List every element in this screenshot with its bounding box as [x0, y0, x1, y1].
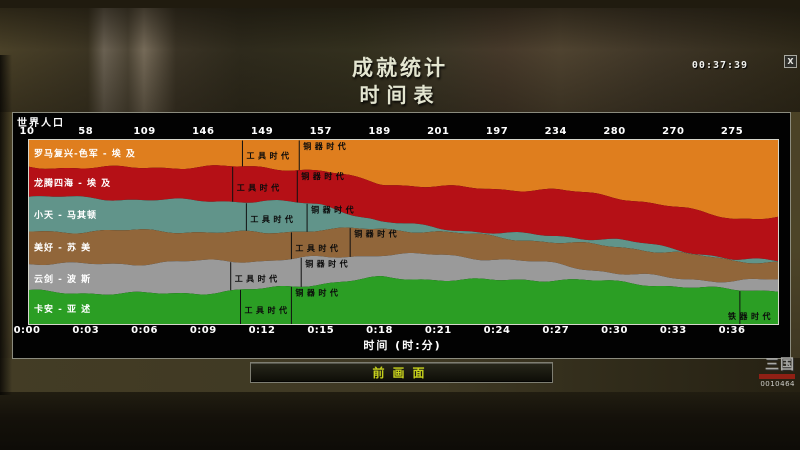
stacked-area-chart: 工具时代铜器时代工具时代铜器时代工具时代铜器时代工具时代铜器时代工具时代铜器时代… [29, 140, 778, 324]
time-tick-label: 0:00 [13, 325, 41, 336]
time-tick-label: 0:18 [366, 325, 393, 336]
age-marker-label-tool: 工具时代 [295, 243, 341, 253]
world-population-label: 世界人口 [17, 118, 65, 129]
timeline-chart: 工具时代 铜器时代 工具时代 铜器时代 工具时代 铜器时代 工具时代 铜器时代 工具时代 铜器时代… [28, 139, 779, 325]
watermark-logo: 三国 [765, 357, 795, 373]
age-marker-label-bronze: 铜器时代 [301, 171, 347, 181]
age-marker-label-bronze: 铜器时代 [295, 287, 341, 297]
population-value: 270 [662, 126, 685, 137]
band-player-3 [29, 196, 778, 264]
population-value: 201 [427, 126, 450, 137]
population-value: 58 [78, 126, 94, 137]
population-value: 109 [133, 126, 156, 137]
page-title: 成就统计 [352, 56, 448, 80]
age-marker-label-iron: 铁器时代 [728, 311, 774, 321]
population-value: 146 [192, 126, 215, 137]
population-value: 197 [485, 126, 509, 137]
time-axis-title: 时间 (时:分) [363, 339, 442, 352]
age-marker-label-bronze: 铜器时代 [311, 204, 357, 214]
player-label-2: 龙腾四海 - 埃 及 [33, 177, 111, 189]
watermark: 三国 0010464 [733, 358, 795, 388]
age-marker-label-tool: 工具时代 [235, 273, 281, 283]
population-value: 275 [720, 126, 744, 137]
top-strip [0, 0, 800, 8]
population-value: 189 [368, 126, 391, 137]
time-tick-label: 0:24 [483, 325, 511, 336]
age-marker-label-bronze: 铜器时代 [354, 229, 400, 239]
time-tick-label: 0:21 [424, 325, 452, 336]
time-tick-label: 0:30 [601, 325, 628, 336]
population-value: 234 [544, 126, 567, 137]
player-label-1: 罗马复兴-色军 - 埃 及 [34, 148, 136, 160]
band-player-1 [29, 140, 778, 220]
age-marker-label-bronze: 铜器时代 [303, 141, 349, 151]
population-value: 157 [309, 126, 332, 137]
bottom-dark-strip [0, 392, 800, 450]
left-vignette [0, 55, 12, 395]
close-button[interactable]: X [784, 55, 797, 68]
age-marker-label-tool: 工具时代 [237, 182, 283, 192]
band-player-4 [29, 227, 778, 283]
population-value: 149 [250, 126, 274, 137]
band-player-2 [29, 165, 778, 262]
time-tick-label: 0:36 [718, 325, 746, 336]
time-tick-label: 0:06 [131, 325, 158, 336]
population-value: 280 [603, 126, 626, 137]
time-tick-label: 0:27 [542, 325, 570, 336]
game-timer: 00:37:39 [691, 60, 749, 71]
player-label-5: 云剑 - 波 斯 [34, 273, 91, 285]
page-subtitle: 时间表 [359, 83, 441, 107]
age-marker-label-tool: 工具时代 [245, 305, 291, 315]
time-tick-label: 0:03 [72, 325, 100, 336]
time-tick-label: 0:09 [189, 325, 217, 336]
player-label-6: 卡安 - 亚 述 [34, 303, 91, 315]
watermark-number: 0010464 [760, 380, 795, 388]
background-shade [0, 8, 800, 112]
age-marker-label-tool: 工具时代 [250, 214, 296, 224]
age-marker-label-tool: 工具时代 [247, 150, 293, 160]
player-label-4: 美好 - 苏 美 [34, 241, 91, 253]
watermark-red-bar [759, 374, 795, 379]
time-tick-label: 0:33 [659, 325, 687, 336]
band-player-6 [29, 276, 778, 324]
population-value: 10 [19, 126, 35, 137]
previous-screen-button[interactable]: 前画面 [250, 362, 553, 383]
time-tick-label: 0:15 [307, 325, 335, 336]
time-tick-label: 0:12 [248, 325, 276, 336]
age-marker-label-bronze: 铜器时代 [305, 258, 351, 268]
timeline-panel: 世界人口 10 58 109 146 149 157 189 201 197 234 280 270 2… [12, 112, 791, 359]
band-player-5 [29, 253, 778, 295]
player-label-3: 小天 - 马其顿 [33, 209, 97, 221]
